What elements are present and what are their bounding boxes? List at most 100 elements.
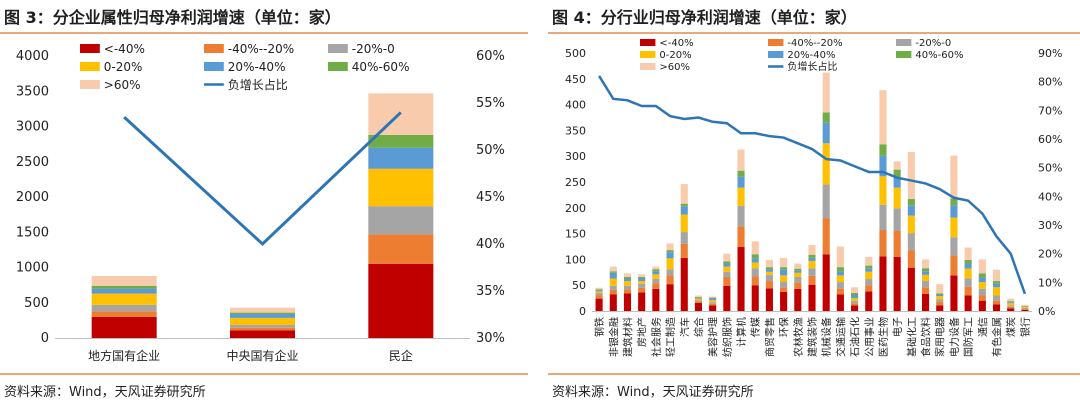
bar-segment (609, 271, 617, 273)
bar-segment (992, 300, 1001, 305)
bar-segment (652, 271, 660, 275)
legend-label: <-40% (659, 38, 693, 49)
bar-segment (666, 284, 674, 311)
source-rule (0, 373, 528, 375)
bar-segment (780, 269, 788, 276)
bar-segment (808, 254, 816, 258)
x-tick-label: 银行 (1019, 317, 1032, 337)
bar-segment (666, 250, 674, 253)
bar-segment (638, 276, 646, 278)
y2-tick-label: 20% (1038, 248, 1062, 261)
chart-panel-enterprise: 图 3：分企业属性归母净利润增速（单位：家） 0 500 1000 1500 2000 2… (0, 0, 528, 407)
legend-label: -40%--20% (787, 38, 842, 49)
bar-segment (1021, 304, 1029, 306)
bar-segment (978, 277, 986, 283)
bar-segment (368, 263, 434, 338)
y-tick-label: 100 (565, 253, 586, 266)
y2-tick-label: 0% (1038, 305, 1055, 318)
y-tick-label: 250 (565, 176, 586, 189)
bar-segment (794, 282, 802, 289)
bar-segment (893, 187, 901, 209)
bar-segment (91, 285, 157, 289)
bar-segment (851, 303, 859, 306)
x-tick-label: 钢铁 (593, 317, 606, 337)
bar-segment (765, 271, 773, 275)
x-tick-label: 家用电器 (934, 317, 947, 357)
y2-tick-label: 35% (476, 284, 505, 299)
bar-segment (780, 257, 788, 268)
bar-segment (822, 254, 830, 311)
y2-tick-label: 50% (1038, 162, 1062, 175)
y-tick-label: 4000 (16, 49, 49, 64)
x-tick-label: 建筑装饰 (806, 317, 819, 357)
bar-segment (907, 152, 915, 200)
source-rule (548, 373, 1080, 375)
bar-segment (638, 283, 646, 288)
y2-tick-label: 30% (476, 331, 505, 346)
bar-segment (1007, 303, 1015, 306)
legend-label: 负增长占比 (228, 77, 288, 92)
bar-segment (723, 253, 731, 262)
bar-segment (751, 258, 759, 263)
bar-segment (992, 304, 1001, 311)
bar-segment (595, 290, 603, 292)
bar-segment (1007, 306, 1015, 309)
x-tick-label: 综合 (692, 317, 705, 337)
bar-segment (836, 288, 844, 295)
bar-segment (879, 90, 887, 145)
bar-segment (1007, 302, 1015, 304)
bar-segment (765, 274, 773, 282)
y2-tick-label: 90% (1038, 47, 1062, 60)
bar-segment (964, 259, 972, 264)
bar-segment (992, 269, 1001, 282)
y-tick-label: 2000 (16, 190, 49, 205)
legend-swatch (896, 39, 912, 46)
y-tick-label: 50 (572, 279, 586, 292)
x-tick-label: 民企 (389, 348, 413, 363)
bar-segment (1021, 306, 1029, 307)
y-tick-label: 500 (565, 47, 586, 60)
bar-segment (609, 289, 617, 295)
bar-segment (91, 288, 157, 294)
y2-tick-label: 80% (1038, 76, 1062, 89)
legend-label: -20%-0 (352, 42, 395, 56)
bar-segment (91, 293, 157, 305)
source-note: 资料来源：Wind，天风证券研究所 (552, 385, 754, 400)
y2-tick-label: 55% (476, 96, 505, 111)
bar-segment (751, 241, 759, 255)
bar-segment (851, 292, 859, 296)
bar-segment (836, 275, 844, 283)
bar-segment (936, 294, 944, 297)
bar-segment (936, 299, 944, 302)
bar-segment (780, 281, 788, 288)
bar-segment (680, 243, 688, 258)
bar-segment (780, 267, 788, 270)
bar-segment (765, 288, 773, 311)
y2-tick-label: 40% (1038, 190, 1062, 203)
bar-segment (907, 233, 915, 251)
bar-segment (737, 149, 745, 171)
bar-segment (652, 269, 660, 272)
x-tick-label: 农林牧渔 (792, 317, 805, 357)
bar-segment (737, 176, 745, 188)
chart-panel-industry: 图 4：分行业归母净利润增速（单位：家） 0 50 100 150 200 250 300 3… (548, 0, 1080, 407)
bar-segment (836, 267, 844, 272)
bar-segment (609, 266, 617, 272)
bar-segment (751, 285, 759, 311)
y-tick-label: 500 (24, 296, 49, 311)
bar-segment (794, 272, 802, 277)
bar-segment (836, 271, 844, 276)
bar-segment (907, 199, 915, 206)
bar-segment (1007, 305, 1015, 307)
legend-label: 0-20% (104, 60, 143, 74)
bar-segment (851, 300, 859, 304)
bar-segment (936, 293, 944, 295)
y2-tick-label: 45% (476, 190, 505, 205)
x-tick-label: 美容护理 (707, 317, 720, 357)
y-tick-label: 400 (565, 99, 586, 112)
bar-segment (907, 205, 915, 216)
bar-segment (751, 268, 759, 277)
bar-segment (936, 301, 944, 306)
legend-swatch (768, 39, 784, 46)
bar-segment (680, 206, 688, 215)
